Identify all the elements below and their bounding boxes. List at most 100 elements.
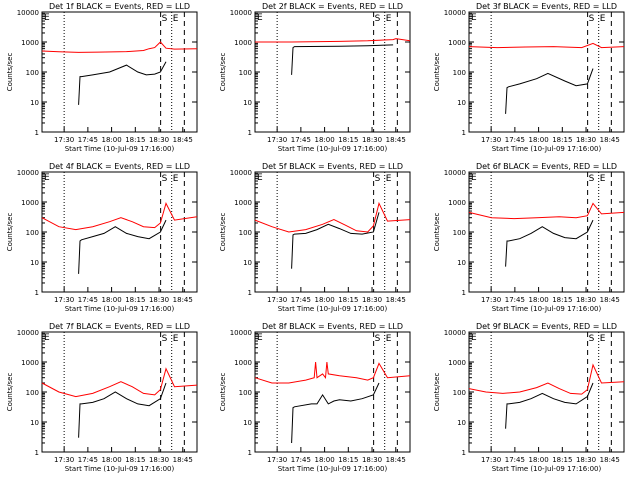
series-events [505,68,594,114]
x-axis-label: Start Time (10-Jul-09 17:16:00) [278,145,388,153]
x-tick-label: 18:30 [149,456,169,464]
x-tick-label: 17:30 [267,296,287,304]
plot-frame [254,11,411,133]
x-tick-label: 18:30 [362,456,382,464]
y-axis-label: Counts/sec [219,373,227,412]
x-tick-label: 17:30 [54,136,74,144]
marker-E: E [600,14,606,24]
x-tick-label: 18:30 [576,456,596,464]
x-tick-label: 18:30 [362,296,382,304]
panel-title: Det 6f BLACK = Events, RED = LLD [476,162,617,171]
plot-frame [41,11,198,133]
y-tick-label: 1000 [448,39,466,47]
panel-4: Det 4f BLACK = Events, RED = LLD 1 10 100 10… [6,162,198,313]
y-tick-label: 10 [457,259,466,267]
series-lld [41,41,198,53]
marker-S: S [589,334,595,344]
y-axis-label: Counts/sec [219,53,227,92]
marker-S: S [162,14,168,24]
marker-E: E [173,334,179,344]
y-tick-label: 10000 [230,9,252,17]
series-events [291,382,380,444]
x-tick-label: 18:15 [552,456,572,464]
x-tick-label: 18:15 [338,456,358,464]
marker-S: S [589,14,595,24]
marker-E: E [600,174,606,184]
y-tick-label: 100 [26,389,39,397]
x-tick-label: 18:45 [173,296,193,304]
y-axis-label: Counts/sec [6,213,14,252]
y-tick-label: 10 [30,259,39,267]
marker-E: E [386,174,392,184]
y-tick-label: 1 [462,449,466,457]
x-tick-label: 18:15 [125,136,145,144]
y-tick-label: 1 [35,289,39,297]
y-tick-label: 1 [462,129,466,137]
marker-E: E [386,14,392,24]
x-tick-label: 18:30 [576,136,596,144]
series-events [505,382,594,429]
panel-title: Det 5f BLACK = Events, RED = LLD [262,162,403,171]
series-events [78,61,167,105]
x-tick-label: 18:00 [101,296,121,304]
x-tick-label: 17:30 [267,456,287,464]
y-tick-label: 1 [248,129,252,137]
x-tick-label: 17:30 [481,136,501,144]
y-tick-label: 1000 [448,359,466,367]
x-axis-label: Start Time (10-Jul-09 17:16:00) [65,465,175,473]
series-lld [468,202,625,220]
x-tick-label: 18:15 [125,296,145,304]
panel-title: Det 3f BLACK = Events, RED = LLD [476,2,617,11]
x-tick-label: 18:30 [149,296,169,304]
panel-title: Det 4f BLACK = Events, RED = LLD [49,162,190,171]
y-tick-label: 1000 [448,199,466,207]
marker-S: S [162,334,168,344]
x-tick-label: 18:45 [386,296,406,304]
y-tick-label: 1000 [21,199,39,207]
y-axis-label: Counts/sec [433,53,441,92]
x-tick-label: 17:45 [291,456,311,464]
x-tick-label: 17:45 [505,296,525,304]
y-axis-label: Counts/sec [6,373,14,412]
x-tick-label: 17:30 [54,296,74,304]
marker-S: S [375,334,381,344]
x-tick-label: 18:45 [173,456,193,464]
series-lld [254,361,411,384]
panel-1: Det 1f BLACK = Events, RED = LLD 1 10 100 10… [6,2,198,153]
series-lld [41,202,198,231]
marker-E: E [386,334,392,344]
y-tick-label: 10000 [444,9,466,17]
plot-frame [468,331,625,453]
y-axis-label: Counts/sec [433,213,441,252]
plot-frame [41,171,198,293]
marker-E: E [173,174,179,184]
y-tick-label: 100 [239,69,252,77]
y-axis-label: Counts/sec [433,373,441,412]
corner-label: E [471,333,477,343]
panel-8: Det 8f BLACK = Events, RED = LLD 1 10 100 10… [219,322,411,473]
x-tick-label: 17:45 [78,456,98,464]
y-tick-label: 1000 [21,39,39,47]
x-tick-label: 18:15 [552,136,572,144]
y-tick-label: 10 [243,259,252,267]
marker-S: S [589,174,595,184]
series-lld [468,363,625,395]
panel-title: Det 9f BLACK = Events, RED = LLD [476,322,617,331]
x-tick-label: 18:00 [314,456,334,464]
y-tick-label: 10 [30,99,39,107]
x-axis-label: Start Time (10-Jul-09 17:16:00) [65,305,175,313]
y-tick-label: 10 [30,419,39,427]
y-tick-label: 10 [457,99,466,107]
corner-label: E [471,13,477,23]
x-tick-label: 17:45 [505,456,525,464]
plot-frame [254,331,411,453]
series-events [505,219,594,267]
y-tick-label: 1 [35,129,39,137]
x-tick-label: 17:45 [505,136,525,144]
marker-E: E [173,14,179,24]
x-tick-label: 17:30 [481,296,501,304]
y-tick-label: 10000 [17,9,39,17]
plot-frame [468,11,625,133]
marker-S: S [375,14,381,24]
